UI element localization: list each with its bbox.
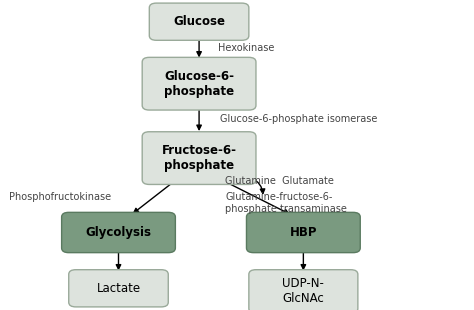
Text: Glucose-6-
phosphate: Glucose-6- phosphate — [164, 70, 234, 98]
FancyBboxPatch shape — [62, 212, 175, 253]
Text: Glycolysis: Glycolysis — [85, 226, 152, 239]
FancyBboxPatch shape — [142, 57, 256, 110]
Text: UDP-N-
GlcNAc: UDP-N- GlcNAc — [283, 277, 324, 305]
Text: Glutamine  Glutamate: Glutamine Glutamate — [225, 176, 334, 186]
Text: HBP: HBP — [290, 226, 317, 239]
FancyBboxPatch shape — [142, 132, 256, 184]
FancyBboxPatch shape — [69, 270, 168, 307]
Text: Glucose-6-phosphate isomerase: Glucose-6-phosphate isomerase — [220, 114, 378, 124]
FancyBboxPatch shape — [149, 3, 249, 40]
Text: Glucose: Glucose — [173, 15, 225, 28]
FancyBboxPatch shape — [249, 270, 358, 310]
FancyBboxPatch shape — [246, 212, 360, 253]
Text: Lactate: Lactate — [96, 282, 141, 295]
Text: Glutamine-fructose-6-
phosphate transaminase: Glutamine-fructose-6- phosphate transami… — [225, 192, 347, 214]
Text: Fructose-6-
phosphate: Fructose-6- phosphate — [162, 144, 237, 172]
Text: Phosphofructokinase: Phosphofructokinase — [9, 192, 111, 202]
Text: Hexokinase: Hexokinase — [218, 43, 274, 53]
